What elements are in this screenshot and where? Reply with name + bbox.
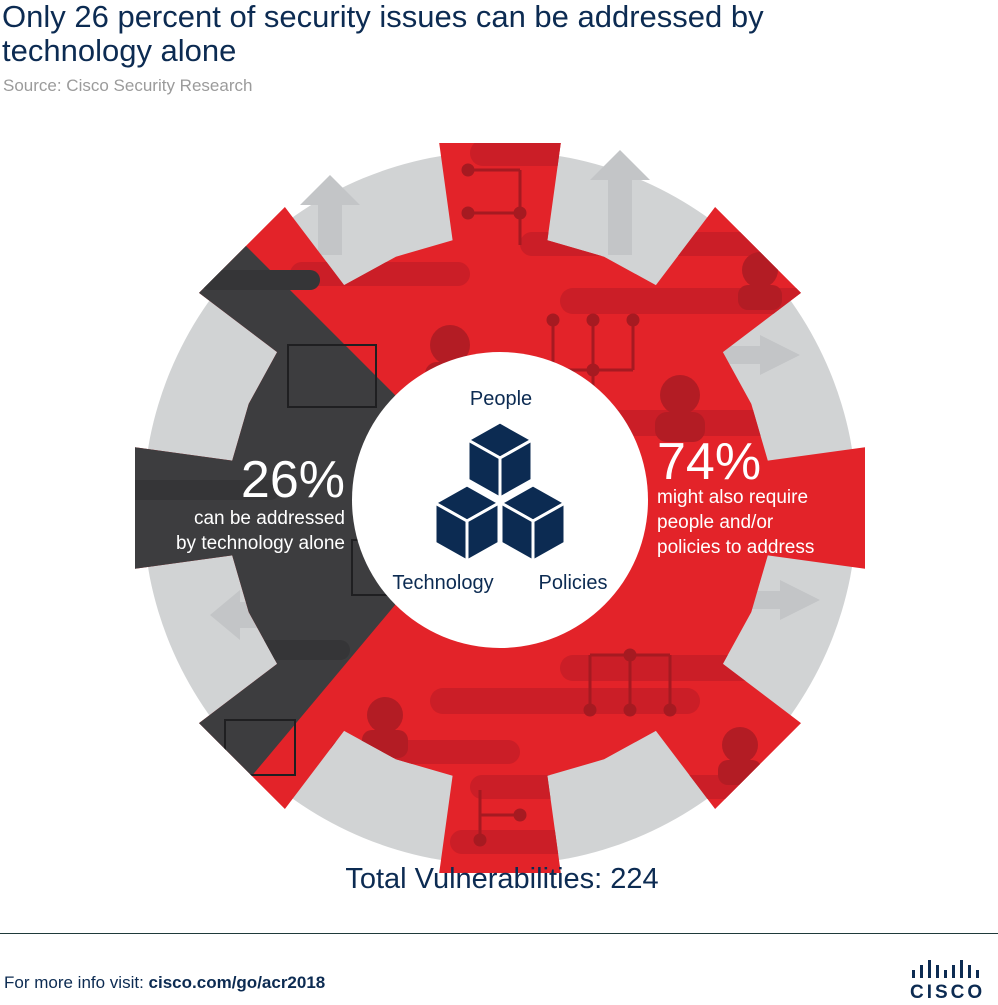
label-people: People <box>470 388 532 410</box>
cisco-logo-bars <box>912 960 979 978</box>
slice-technology-value: 26% <box>241 451 345 509</box>
cisco-logo: CISCO <box>902 958 992 1003</box>
footer-prefix: For more info visit: <box>4 973 149 992</box>
label-technology: Technology <box>392 572 493 594</box>
slice-people-policies-value: 74% <box>657 433 761 491</box>
footer-link[interactable]: cisco.com/go/acr2018 <box>148 973 326 992</box>
chart-title: Only 26 percent of security issues can b… <box>2 0 764 68</box>
label-policies: Policies <box>539 572 608 594</box>
total-vulnerabilities: Total Vulnerabilities: 224 <box>345 863 658 895</box>
center-disc <box>352 352 648 648</box>
slice-technology-label-line2: by technology alone <box>176 533 345 554</box>
gear-chart: People Technology Policies 26% can be ad… <box>135 143 865 895</box>
slice-people-policies-label-line2: people and/or <box>657 512 774 533</box>
footer-info: For more info visit: cisco.com/go/acr201… <box>4 973 325 993</box>
slice-technology <box>135 143 398 873</box>
slice-people-policies-label-line1: might also require <box>657 487 808 508</box>
footer-divider <box>0 933 998 934</box>
slice-technology-label-line1: can be addressed <box>194 508 345 529</box>
circuit-lines <box>461 163 677 847</box>
cube-icon <box>431 420 569 564</box>
slice-people-policies-label-line3: policies to address <box>657 537 814 558</box>
chart-source: Source: Cisco Security Research <box>3 76 253 95</box>
cisco-logo-word: CISCO <box>910 982 986 1003</box>
